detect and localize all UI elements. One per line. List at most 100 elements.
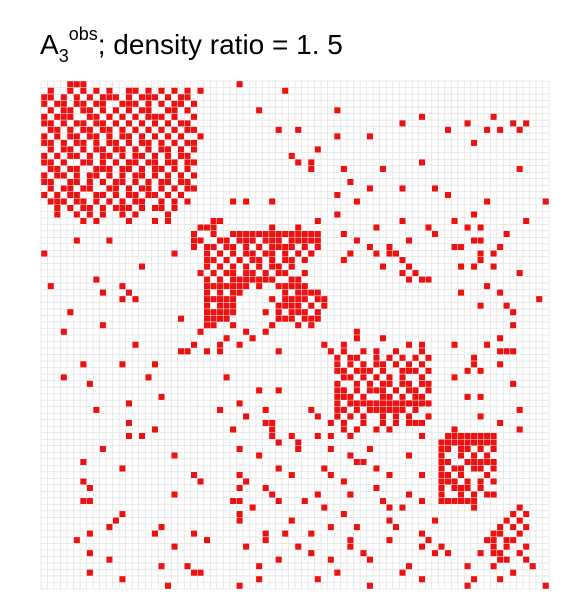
matrix-cell bbox=[197, 269, 205, 277]
matrix-cell bbox=[262, 484, 270, 492]
matrix-cell bbox=[268, 321, 276, 329]
matrix-cell bbox=[268, 419, 276, 427]
matrix-cell bbox=[184, 185, 191, 192]
matrix-cell bbox=[112, 517, 120, 525]
matrix-cell bbox=[210, 315, 218, 323]
matrix-cell bbox=[438, 452, 445, 459]
matrix-cell bbox=[79, 360, 87, 368]
matrix-cell bbox=[171, 158, 178, 166]
matrix-cell bbox=[249, 334, 257, 342]
matrix-cell bbox=[99, 445, 107, 453]
matrix-cell bbox=[340, 386, 348, 394]
matrix-cell bbox=[164, 191, 172, 199]
matrix-cell bbox=[47, 87, 55, 95]
matrix-cell bbox=[73, 93, 81, 101]
matrix-cell bbox=[125, 93, 133, 101]
matrix-cell bbox=[346, 373, 354, 381]
matrix-cell bbox=[340, 165, 348, 173]
matrix-cell bbox=[470, 465, 478, 472]
matrix-cell bbox=[92, 113, 100, 121]
matrix-cell bbox=[223, 302, 231, 310]
matrix-cell bbox=[40, 191, 48, 199]
matrix-cell bbox=[164, 93, 172, 101]
matrix-cell bbox=[470, 432, 478, 440]
matrix-cell bbox=[294, 282, 302, 290]
matrix-cell bbox=[294, 302, 302, 310]
matrix-cell bbox=[353, 425, 361, 433]
matrix-cell bbox=[392, 406, 400, 414]
matrix-cell bbox=[99, 93, 107, 101]
matrix-cell bbox=[340, 478, 348, 485]
matrix-cell bbox=[353, 354, 361, 362]
matrix-cell bbox=[307, 530, 315, 538]
matrix-cell bbox=[164, 217, 172, 225]
matrix-cell bbox=[125, 139, 133, 147]
matrix-cell bbox=[47, 165, 55, 173]
matrix-cell bbox=[522, 556, 530, 564]
matrix-cell bbox=[112, 106, 120, 114]
matrix-cell bbox=[477, 458, 485, 466]
matrix-cell bbox=[203, 308, 211, 316]
matrix-cell bbox=[99, 289, 107, 297]
matrix-cell bbox=[451, 478, 459, 485]
matrix-cell bbox=[464, 224, 472, 231]
matrix-cell bbox=[425, 367, 432, 375]
matrix-cell bbox=[79, 87, 87, 95]
matrix-cell bbox=[151, 191, 159, 199]
matrix-cell bbox=[281, 289, 289, 297]
matrix-cell bbox=[236, 399, 244, 407]
matrix-cell bbox=[145, 145, 152, 153]
matrix-cell bbox=[457, 471, 465, 479]
matrix-cell bbox=[223, 282, 231, 290]
matrix-cell bbox=[92, 145, 100, 153]
matrix-cell bbox=[60, 171, 68, 179]
matrix-cell bbox=[288, 243, 296, 251]
matrix-cell bbox=[327, 556, 335, 564]
matrix-cell bbox=[275, 347, 283, 355]
matrix-cell bbox=[379, 360, 387, 368]
matrix-cell bbox=[372, 406, 380, 414]
matrix-cell bbox=[210, 282, 218, 290]
matrix-cell bbox=[516, 406, 524, 414]
matrix-cell bbox=[86, 106, 94, 114]
matrix-cell bbox=[294, 308, 302, 316]
matrix-cell bbox=[496, 419, 504, 427]
matrix-cell bbox=[105, 556, 113, 564]
matrix-cell bbox=[346, 250, 354, 258]
matrix-cell bbox=[301, 237, 309, 245]
matrix-cell bbox=[496, 575, 504, 583]
matrix-cell bbox=[307, 406, 315, 414]
matrix-cell bbox=[294, 224, 302, 231]
matrix-cell bbox=[184, 562, 191, 570]
matrix-cell bbox=[288, 295, 296, 303]
matrix-cell bbox=[177, 119, 185, 127]
matrix-cell bbox=[464, 445, 472, 453]
matrix-cell bbox=[203, 224, 211, 231]
matrix-cell bbox=[301, 243, 309, 251]
matrix-cell bbox=[425, 380, 432, 388]
matrix-cell bbox=[346, 393, 354, 401]
matrix-cell bbox=[131, 126, 139, 134]
matrix-cell bbox=[353, 198, 361, 205]
matrix-cell bbox=[470, 263, 478, 271]
matrix-cell bbox=[535, 295, 543, 303]
matrix-cell bbox=[125, 399, 133, 407]
matrix-cell bbox=[158, 139, 165, 147]
matrix-cell bbox=[118, 132, 126, 140]
matrix-cell bbox=[470, 504, 478, 512]
matrix-cell bbox=[275, 263, 283, 271]
matrix-cell bbox=[444, 126, 452, 134]
matrix-cell bbox=[53, 152, 61, 160]
matrix-cell bbox=[112, 191, 120, 199]
matrix-cell bbox=[242, 250, 250, 258]
matrix-cell bbox=[86, 497, 94, 505]
matrix-cell bbox=[438, 445, 445, 453]
matrix-cell bbox=[483, 198, 491, 205]
matrix-cell bbox=[164, 582, 172, 590]
matrix-cell bbox=[425, 224, 432, 231]
matrix-cell bbox=[366, 132, 374, 140]
matrix-cell bbox=[281, 282, 289, 290]
matrix-cell bbox=[184, 93, 191, 101]
matrix-cell bbox=[131, 113, 139, 121]
matrix-cell bbox=[490, 491, 498, 499]
